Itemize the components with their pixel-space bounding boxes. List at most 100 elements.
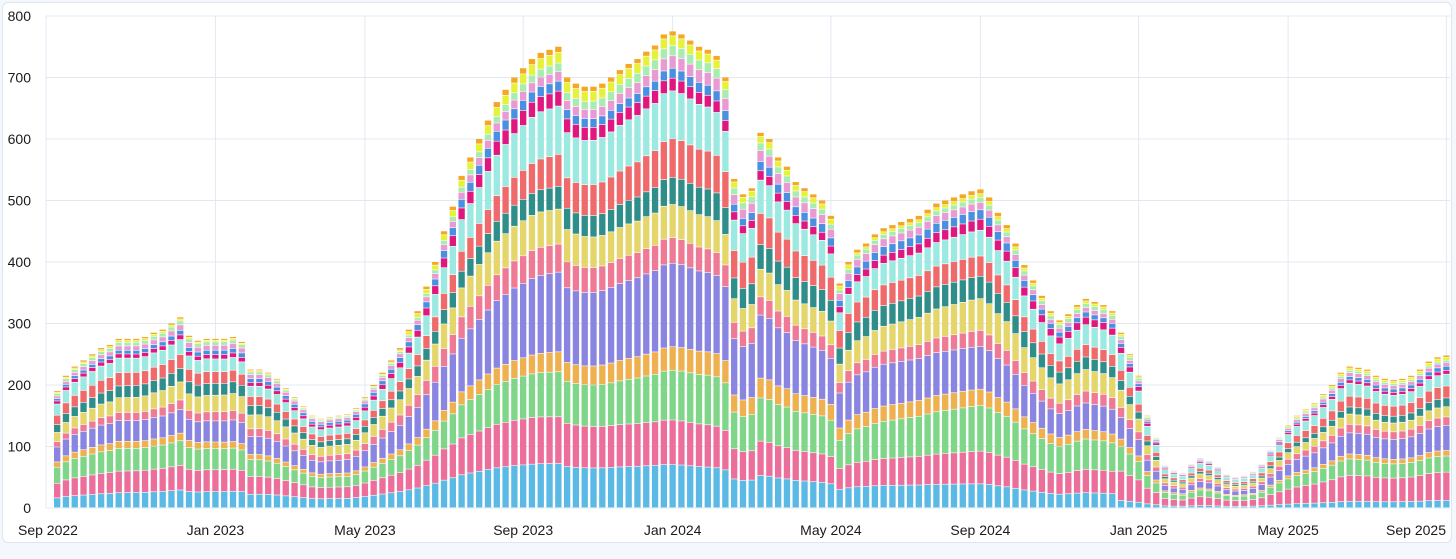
bar-segment <box>1293 442 1301 447</box>
bar-segment <box>731 182 738 188</box>
bar-segment <box>476 144 483 152</box>
bar-segment <box>414 445 421 465</box>
bar-segment <box>731 195 738 204</box>
bar-segment <box>502 95 509 105</box>
bar-segment <box>1328 461 1336 465</box>
bar-segment <box>115 342 122 346</box>
bar-segment <box>344 444 351 454</box>
bar-segment <box>625 120 632 166</box>
bar-segment <box>687 210 694 244</box>
bar-segment <box>950 484 958 508</box>
bar-segment <box>871 238 879 241</box>
bar-segment <box>994 293 1002 314</box>
bar-segment <box>106 416 114 424</box>
bar-segment <box>1197 474 1204 479</box>
bar-segment <box>115 398 122 413</box>
bar-segment <box>326 455 333 461</box>
bar-segment <box>1029 329 1037 343</box>
bar-segment <box>1126 372 1134 387</box>
bar-segment <box>150 446 158 469</box>
bar-segment <box>106 356 114 360</box>
bar-segment <box>555 106 562 155</box>
bar-segment <box>748 188 755 191</box>
bar-segment <box>695 214 703 247</box>
bar-segment <box>669 46 676 56</box>
bar-segment <box>651 187 659 213</box>
bar-segment <box>739 480 747 508</box>
bar-segment <box>1434 359 1441 362</box>
bar-segment <box>238 353 245 358</box>
bar-segment <box>898 301 905 322</box>
bar-segment <box>660 93 668 142</box>
bar-segment <box>687 54 694 64</box>
bar-segment <box>1012 409 1019 422</box>
bar-segment <box>317 420 325 422</box>
bar-segment <box>546 94 553 109</box>
bar-segment <box>414 407 421 438</box>
bar-segment <box>133 492 140 508</box>
bar-segment <box>247 476 254 494</box>
bar-segment <box>1425 391 1432 403</box>
bar-segment <box>1100 307 1107 310</box>
bar-segment <box>739 331 747 347</box>
bar-segment <box>221 345 228 350</box>
bar-segment <box>1065 338 1072 357</box>
bar-segment <box>405 379 413 389</box>
bar-segment <box>300 406 307 408</box>
bar-segment <box>124 372 131 386</box>
bar-segment <box>950 350 958 393</box>
bar-segment <box>687 422 694 466</box>
bar-segment <box>810 285 817 308</box>
bar-segment <box>528 215 536 251</box>
bar-segment <box>159 416 166 438</box>
bar-segment <box>1100 322 1107 330</box>
bar-segment <box>704 72 711 85</box>
bar-segment <box>1337 502 1345 508</box>
bar-segment <box>616 74 624 85</box>
bar-segment <box>361 399 369 401</box>
bar-segment <box>1337 411 1345 418</box>
bar-segment <box>836 468 843 490</box>
bar-segment <box>1416 386 1424 398</box>
bar-segment <box>458 438 465 475</box>
bar-segment <box>1425 372 1432 376</box>
bar-segment <box>1144 419 1151 421</box>
bar-segment <box>1161 491 1169 493</box>
bar-segment <box>1038 354 1046 368</box>
bar-segment <box>1381 388 1388 391</box>
bar-segment <box>1144 421 1151 423</box>
bar-segment <box>511 109 518 119</box>
bar-segment <box>414 325 421 330</box>
bar-segment <box>1372 403 1380 414</box>
bar-segment <box>660 371 668 420</box>
bar-segment <box>467 169 474 175</box>
bar-segment <box>449 414 456 444</box>
bar-segment <box>212 470 219 492</box>
bar-segment <box>581 118 588 128</box>
bar-segment <box>1364 476 1371 502</box>
bar-segment <box>124 448 131 471</box>
bar-segment <box>695 187 703 215</box>
bar-segment <box>581 236 588 268</box>
bar-segment <box>1372 477 1380 502</box>
bar-segment <box>1179 476 1186 480</box>
bar-segment <box>1012 333 1019 361</box>
bar-segment <box>906 298 914 320</box>
bar-segment <box>678 347 685 371</box>
bar-segment <box>1223 495 1230 500</box>
bar-segment <box>1320 395 1327 397</box>
bar-segment <box>625 358 632 380</box>
bar-segment <box>862 276 870 297</box>
bar-segment <box>1258 484 1265 491</box>
bar-segment <box>880 263 887 285</box>
bar-segment <box>1267 485 1274 487</box>
bar-segment <box>1390 416 1397 423</box>
bar-segment <box>291 411 298 419</box>
bar-segment <box>502 186 509 213</box>
bar-segment <box>880 421 887 459</box>
bar-segment <box>54 415 61 425</box>
bar-segment <box>62 375 70 377</box>
bar-segment <box>1408 458 1415 463</box>
bar-segment <box>1188 467 1195 469</box>
bar-segment <box>1197 471 1204 474</box>
